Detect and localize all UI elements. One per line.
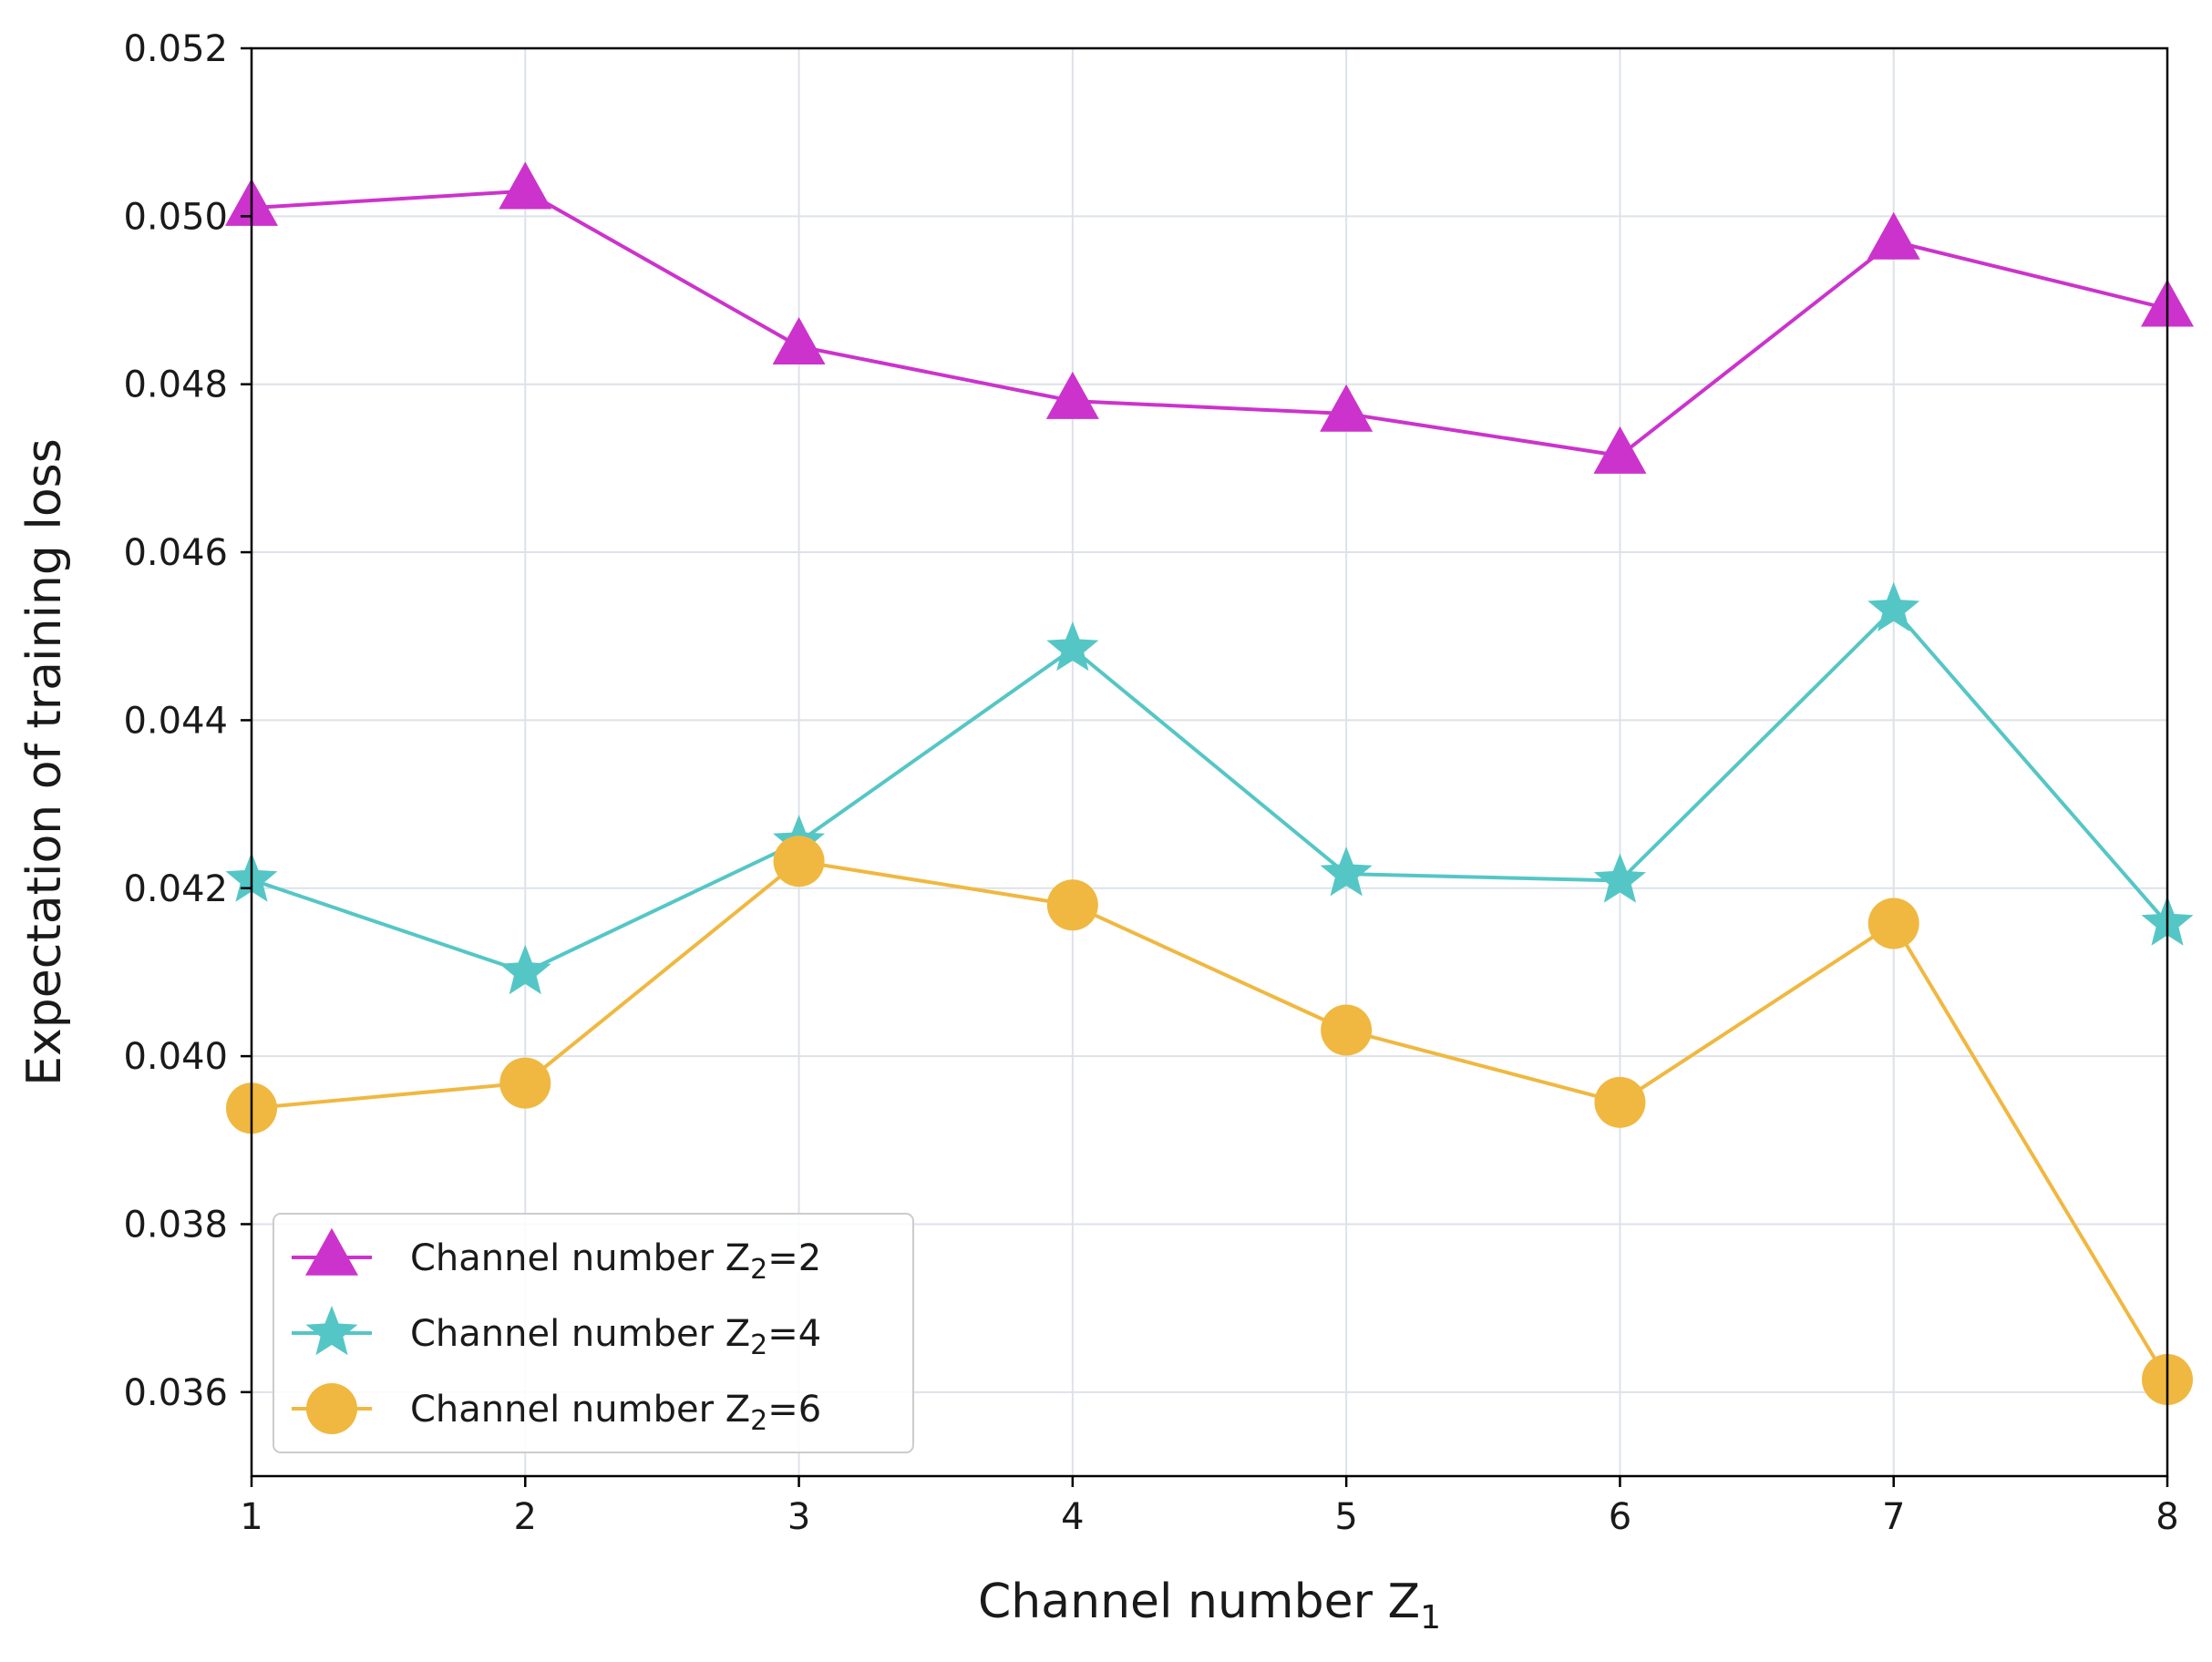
legend-label: Channel number Z2=2: [410, 1237, 821, 1286]
data-point-triangle: [499, 161, 552, 210]
x-axis-title-subscript: 1: [1420, 1599, 1441, 1636]
x-axis-title: Channel number Z1: [978, 1575, 1441, 1636]
y-tick-label: 0.050: [123, 196, 228, 238]
x-axis-title-text: Channel number Z: [978, 1575, 1420, 1629]
x-tick-label: 7: [1882, 1496, 1905, 1538]
data-point-star: [499, 944, 551, 995]
legend-label-suffix: =4: [767, 1313, 821, 1355]
legend-label-suffix: =2: [767, 1237, 821, 1279]
x-tick-label: 8: [2155, 1496, 2178, 1538]
data-point-circle: [1867, 898, 1919, 949]
data-point-star: [1046, 621, 1099, 672]
legend-label-prefix: Channel number Z: [410, 1313, 750, 1355]
data-point-star: [1867, 581, 1920, 631]
y-tick-label: 0.048: [123, 364, 228, 406]
series-line-star: [251, 607, 2169, 974]
y-tick-label: 0.052: [123, 28, 228, 70]
plot-frame: [250, 46, 2169, 1478]
y-tick-label: 0.040: [123, 1036, 228, 1078]
x-tick-label: 4: [1061, 1496, 1084, 1538]
legend-label-suffix: =6: [767, 1389, 821, 1431]
data-point-circle: [773, 836, 825, 887]
series-line-circle: [251, 859, 2169, 1381]
legend-item: Channel number Z2=4: [292, 1306, 821, 1361]
data-point-triangle: [1045, 371, 1099, 419]
legend-label-prefix: Channel number Z: [410, 1389, 750, 1431]
legend-label-sub: 2: [750, 1254, 767, 1286]
legend-label-prefix: Channel number Z: [410, 1237, 750, 1279]
series-lines: [225, 161, 2194, 1405]
series-triangle: [225, 161, 2194, 474]
x-tick-label: 6: [1609, 1496, 1631, 1538]
series-line-triangle: [251, 189, 2168, 458]
data-point-circle: [1046, 879, 1098, 931]
legend-marker-circle: [306, 1383, 357, 1434]
y-tick-label: 0.044: [123, 700, 228, 742]
x-tick-label: 3: [787, 1496, 810, 1538]
data-point-circle: [499, 1057, 551, 1109]
series-circle: [226, 836, 2193, 1405]
x-axis-ticks: 1 2 3 4 5 6 7 8: [240, 1476, 2179, 1538]
legend-item: Channel number Z2=6: [292, 1383, 821, 1437]
y-axis-ticks: 0.036 0.038 0.040 0.042 0.044 0.046 0.048 0.050…: [123, 28, 252, 1414]
y-axis-title: Expectation of training loss: [17, 438, 72, 1086]
y-tick-label: 0.042: [123, 868, 228, 910]
legend-marker-triangle: [305, 1227, 358, 1276]
y-tick-label: 0.046: [123, 532, 228, 574]
legend-label-sub: 2: [750, 1405, 767, 1437]
y-tick-label: 0.036: [123, 1372, 228, 1414]
legend-label: Channel number Z2=4: [410, 1313, 821, 1361]
data-point-star: [1320, 846, 1373, 897]
data-point-triangle: [1867, 211, 1920, 260]
data-point-circle: [1594, 1076, 1646, 1128]
data-point-triangle: [772, 316, 826, 364]
legend-label: Channel number Z2=6: [410, 1389, 821, 1437]
data-point-circle: [1321, 1004, 1373, 1056]
legend-item: Channel number Z2=2: [292, 1227, 821, 1286]
x-tick-label: 1: [240, 1496, 262, 1538]
x-tick-label: 2: [514, 1496, 537, 1538]
y-tick-label: 0.038: [123, 1204, 228, 1246]
legend-marker-star: [305, 1306, 358, 1356]
data-point-triangle: [1593, 426, 1647, 474]
legend-label-sub: 2: [750, 1329, 767, 1361]
legend-box: [273, 1213, 914, 1453]
x-tick-label: 5: [1334, 1496, 1357, 1538]
data-point-star: [1593, 853, 1646, 903]
data-point-triangle: [1320, 384, 1373, 432]
